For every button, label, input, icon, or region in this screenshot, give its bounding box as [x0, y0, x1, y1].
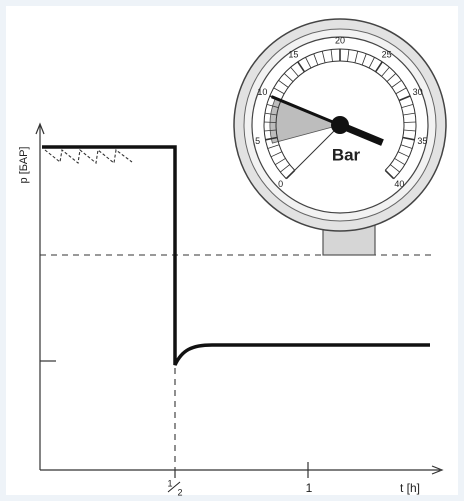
gauge-label: 30 — [413, 87, 423, 97]
y-label: p [БАР] — [18, 147, 30, 184]
gauge-label: 10 — [257, 87, 267, 97]
gauge-label: 25 — [382, 50, 392, 60]
gauge-label: 35 — [417, 136, 427, 146]
gauge-label: 0 — [278, 179, 283, 189]
x-tick-label-num: 1 — [167, 478, 172, 488]
gauge-label: 15 — [288, 50, 298, 60]
gauge-label: 20 — [335, 35, 345, 45]
x-tick-label-den: 2 — [177, 487, 182, 497]
x-tick-label: 1 — [306, 481, 313, 495]
x-label: t [h] — [400, 481, 420, 495]
gauge-label: 40 — [394, 179, 404, 189]
gauge-unit: Bar — [332, 145, 361, 164]
diagram: p [БАР] t [h] 1 2 1 0 5 10 15 20 25 30 35 40 Bar — [0, 0, 464, 501]
gauge-label: 5 — [255, 136, 260, 146]
needle-hub — [331, 116, 349, 134]
